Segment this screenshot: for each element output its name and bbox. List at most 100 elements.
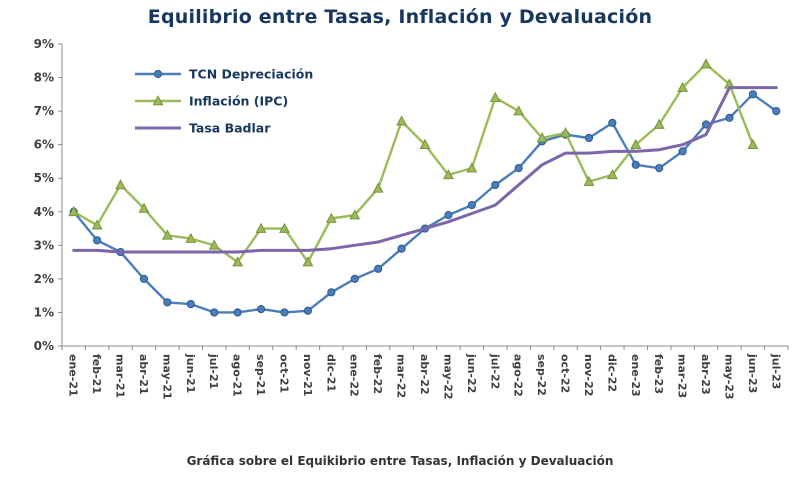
- svg-text:mar-21: mar-21: [114, 354, 127, 398]
- svg-text:ago-22: ago-22: [512, 354, 525, 397]
- x-axis-label: mar-23: [676, 354, 689, 398]
- svg-text:sep-22: sep-22: [535, 354, 548, 396]
- x-axis-label: jun-23: [746, 353, 759, 393]
- x-axis-label: feb-23: [652, 354, 665, 394]
- svg-text:ene-23: ene-23: [629, 354, 642, 397]
- x-axis-label: mar-22: [395, 354, 408, 398]
- x-axis-label: nov-22: [582, 354, 595, 396]
- data-point-circle: [350, 274, 359, 283]
- svg-text:jul-21: jul-21: [207, 353, 220, 389]
- y-axis-label: 5%: [34, 171, 54, 185]
- data-point-circle: [491, 180, 500, 190]
- data-point-circle: [163, 298, 172, 307]
- data-point-triangle: [91, 219, 103, 230]
- svg-text:jun-22: jun-22: [465, 353, 478, 393]
- data-point-circle: [210, 308, 219, 317]
- x-axis-label: dic-22: [605, 354, 618, 392]
- chart-caption: Gráfica sobre el Equikibrio entre Tasas,…: [186, 454, 614, 468]
- y-axis-label: 2%: [34, 272, 54, 286]
- svg-text:nov-21: nov-21: [301, 354, 314, 396]
- svg-text:abr-21: abr-21: [137, 354, 150, 395]
- data-point-triangle: [536, 132, 548, 143]
- x-axis-label: abr-21: [137, 354, 150, 395]
- svg-text:jun-23: jun-23: [746, 353, 759, 393]
- x-axis-label: sep-21: [254, 354, 267, 396]
- series-2-line: [68, 58, 759, 267]
- svg-text:ene-22: ene-22: [348, 354, 361, 397]
- legend-label: TCN Depreciación: [189, 67, 313, 82]
- legend: TCN Depreciación Inflación (IPC) Tasa Badl…: [135, 67, 313, 136]
- x-axis-label: feb-21: [90, 354, 103, 394]
- data-point-circle: [256, 304, 266, 314]
- data-point-circle: [93, 236, 102, 245]
- data-point-circle: [467, 200, 476, 210]
- legend-item-1: TCN Depreciación: [135, 67, 313, 82]
- y-axis-label: 4%: [34, 205, 54, 219]
- data-point-triangle: [560, 127, 571, 138]
- x-axis-label: oct-21: [277, 354, 290, 393]
- data-point-triangle: [349, 209, 361, 220]
- x-axis-label: may-21: [160, 354, 173, 400]
- x-axis-label: may-23: [722, 354, 735, 400]
- x-axis-label: feb-22: [371, 354, 384, 394]
- x-axis-label: jul-23: [769, 353, 782, 389]
- svg-text:oct-21: oct-21: [277, 354, 290, 393]
- y-axis-label: 1%: [34, 305, 54, 319]
- data-point-triangle: [513, 105, 525, 116]
- data-point-triangle: [161, 229, 173, 240]
- svg-text:feb-21: feb-21: [90, 354, 103, 394]
- chart-title: Equilibrio entre Tasas, Inflación y Deva…: [147, 6, 653, 28]
- svg-text:dic-21: dic-21: [324, 354, 337, 392]
- x-axis-label: abr-23: [699, 354, 712, 395]
- data-point-circle: [678, 147, 687, 156]
- data-point-triangle: [255, 222, 267, 233]
- svg-text:feb-23: feb-23: [652, 354, 665, 394]
- svg-text:abr-23: abr-23: [699, 354, 712, 395]
- x-axis-label: may-22: [441, 354, 454, 400]
- data-point-triangle: [606, 169, 618, 180]
- data-point-circle: [584, 133, 594, 143]
- data-point-circle: [303, 306, 313, 315]
- data-point-triangle: [115, 179, 126, 190]
- data-point-circle: [186, 299, 195, 309]
- svg-text:sep-21: sep-21: [254, 354, 267, 396]
- data-point-circle: [233, 308, 242, 317]
- data-point-circle: [153, 69, 163, 79]
- data-point-circle: [444, 211, 453, 220]
- svg-text:ene-21: ene-21: [67, 354, 80, 397]
- data-point-triangle: [489, 91, 501, 102]
- x-axis-label: nov-21: [301, 354, 314, 396]
- x-axis-label: jul-22: [488, 353, 501, 389]
- data-point-circle: [631, 160, 640, 169]
- data-point-triangle: [583, 175, 595, 186]
- series-1-line: [69, 90, 781, 317]
- legend-item-2: Inflación (IPC): [135, 94, 288, 109]
- x-axis-label: jun-22: [465, 353, 478, 393]
- svg-text:jul-23: jul-23: [769, 353, 782, 389]
- svg-text:abr-22: abr-22: [418, 354, 431, 395]
- svg-text:oct-22: oct-22: [559, 354, 572, 393]
- x-axis-label: abr-22: [418, 354, 431, 395]
- data-point-circle: [748, 90, 757, 99]
- data-point-triangle: [325, 212, 337, 223]
- data-point-triangle: [700, 58, 712, 69]
- x-axis-label: ene-21: [67, 354, 80, 397]
- svg-text:may-23: may-23: [722, 354, 735, 400]
- data-point-triangle: [653, 118, 665, 129]
- data-point-circle: [327, 288, 336, 297]
- legend-item-3: Tasa Badlar: [135, 121, 271, 136]
- x-axis-label: dic-21: [324, 354, 337, 392]
- y-axis-label: 9%: [34, 37, 54, 51]
- svg-text:jun-21: jun-21: [184, 353, 197, 393]
- data-point-circle: [655, 164, 664, 173]
- svg-text:dic-22: dic-22: [605, 354, 618, 392]
- x-axis-label: oct-22: [559, 354, 572, 393]
- svg-text:mar-23: mar-23: [676, 354, 689, 398]
- data-point-circle: [397, 244, 406, 253]
- data-point-triangle: [372, 182, 384, 193]
- data-point-triangle: [466, 162, 478, 173]
- y-axis-label: 7%: [34, 104, 54, 118]
- legend-label: Inflación (IPC): [189, 94, 288, 109]
- legend-label: Tasa Badlar: [189, 121, 271, 136]
